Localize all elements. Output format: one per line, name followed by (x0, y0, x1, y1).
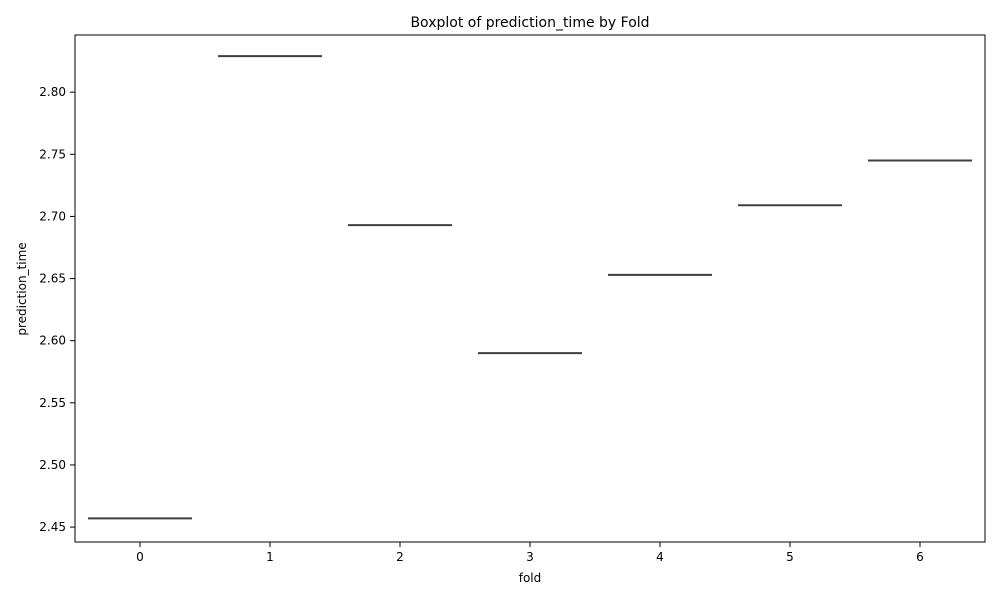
x-tick-label: 2 (396, 550, 404, 564)
y-tick-label: 2.55 (39, 396, 66, 410)
x-tick-label: 5 (786, 550, 794, 564)
x-axis-label: fold (519, 571, 542, 585)
y-axis-label: prediction_time (15, 242, 29, 335)
x-tick-label: 6 (916, 550, 924, 564)
x-tick-label: 0 (136, 550, 144, 564)
y-tick-label: 2.50 (39, 458, 66, 472)
y-tick-label: 2.75 (39, 147, 66, 161)
y-axis: 2.45 2.50 2.55 2.60 2.65 2.70 2.75 2.80 (39, 85, 75, 534)
chart-title: Boxplot of prediction_time by Fold (410, 15, 649, 31)
plot-area (88, 55, 972, 520)
x-tick-label: 1 (266, 550, 274, 564)
y-tick-label: 2.45 (39, 520, 66, 534)
axes-frame (74, 34, 986, 543)
x-axis: 0 1 2 3 4 5 6 (136, 542, 924, 564)
x-tick-label: 4 (656, 550, 664, 564)
y-tick-label: 2.65 (39, 272, 66, 286)
y-tick-label: 2.80 (39, 85, 66, 99)
y-tick-label: 2.60 (39, 334, 66, 348)
x-tick-label: 3 (526, 550, 534, 564)
y-tick-label: 2.70 (39, 209, 66, 223)
